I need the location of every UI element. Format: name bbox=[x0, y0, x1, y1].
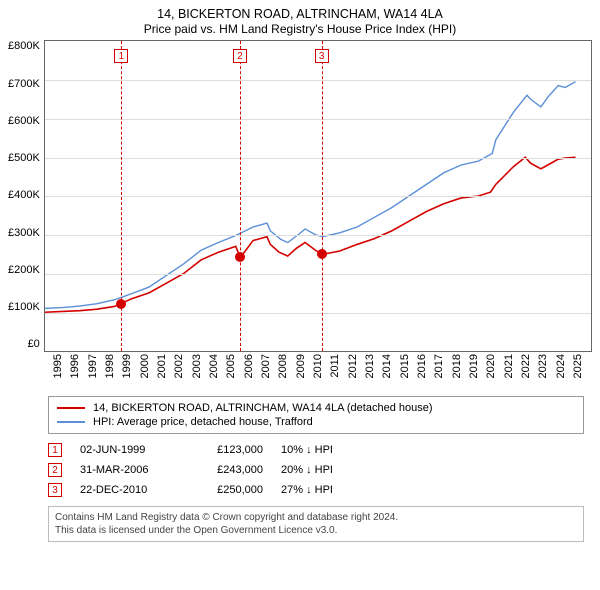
x-tick-label: 2021 bbox=[503, 354, 515, 378]
event-line bbox=[240, 41, 241, 351]
event-row-marker: 1 bbox=[48, 443, 62, 457]
x-tick-label: 2007 bbox=[260, 354, 272, 378]
event-row-marker: 2 bbox=[48, 463, 62, 477]
x-tick-label: 2015 bbox=[399, 354, 411, 378]
plot-area: 1 2 3 bbox=[44, 40, 592, 352]
event-line bbox=[322, 41, 323, 351]
y-tick-label: £300K bbox=[8, 227, 40, 239]
event-price: £250,000 bbox=[193, 484, 263, 496]
chart-subtitle: Price paid vs. HM Land Registry's House … bbox=[8, 22, 592, 36]
x-tick-label: 2024 bbox=[555, 354, 567, 378]
gridline bbox=[45, 196, 591, 197]
y-tick-label: £0 bbox=[28, 338, 40, 350]
x-axis-labels: 1995 1996 1997 1998 1999 2000 2001 2002 2003 2004… bbox=[48, 352, 592, 392]
y-tick-label: £100K bbox=[8, 301, 40, 313]
event-row: 1 02-JUN-1999 £123,000 10% ↓ HPI bbox=[48, 440, 584, 460]
event-pct: 20% ↓ HPI bbox=[281, 464, 371, 476]
y-tick-label: £400K bbox=[8, 189, 40, 201]
gridline bbox=[45, 235, 591, 236]
x-tick-label: 2020 bbox=[485, 354, 497, 378]
x-tick-label: 2003 bbox=[191, 354, 203, 378]
x-tick-label: 2001 bbox=[156, 354, 168, 378]
event-dot bbox=[116, 299, 126, 309]
legend-label: 14, BICKERTON ROAD, ALTRINCHAM, WA14 4LA… bbox=[93, 402, 433, 414]
gridline bbox=[45, 80, 591, 81]
legend-swatch bbox=[57, 407, 85, 409]
gridline bbox=[45, 313, 591, 314]
x-tick-label: 2025 bbox=[572, 354, 584, 378]
y-tick-label: £200K bbox=[8, 264, 40, 276]
x-tick-label: 2005 bbox=[225, 354, 237, 378]
x-tick-label: 1996 bbox=[69, 354, 81, 378]
x-tick-label: 2012 bbox=[347, 354, 359, 378]
x-tick-label: 2009 bbox=[295, 354, 307, 378]
x-tick-label: 2010 bbox=[312, 354, 324, 378]
event-date: 31-MAR-2006 bbox=[80, 464, 175, 476]
gridline bbox=[45, 119, 591, 120]
x-tick-label: 2008 bbox=[277, 354, 289, 378]
x-tick-label: 2006 bbox=[243, 354, 255, 378]
x-tick-label: 2014 bbox=[381, 354, 393, 378]
x-tick-label: 2000 bbox=[139, 354, 151, 378]
y-tick-label: £500K bbox=[8, 152, 40, 164]
x-tick-label: 1999 bbox=[121, 354, 133, 378]
x-tick-label: 1998 bbox=[104, 354, 116, 378]
event-marker-box: 2 bbox=[233, 49, 247, 63]
footer-line-2: This data is licensed under the Open Gov… bbox=[55, 524, 577, 537]
legend: 14, BICKERTON ROAD, ALTRINCHAM, WA14 4LA… bbox=[48, 396, 584, 434]
events-table: 1 02-JUN-1999 £123,000 10% ↓ HPI 2 31-MAR-200… bbox=[48, 440, 584, 500]
x-tick-label: 2004 bbox=[208, 354, 220, 378]
x-tick-label: 2016 bbox=[416, 354, 428, 378]
x-tick-label: 1997 bbox=[87, 354, 99, 378]
event-date: 02-JUN-1999 bbox=[80, 444, 175, 456]
y-tick-label: £700K bbox=[8, 78, 40, 90]
x-tick-label: 2002 bbox=[173, 354, 185, 378]
event-pct: 27% ↓ HPI bbox=[281, 484, 371, 496]
chart-title: 14, BICKERTON ROAD, ALTRINCHAM, WA14 4LA bbox=[8, 6, 592, 22]
event-date: 22-DEC-2010 bbox=[80, 484, 175, 496]
gridline bbox=[45, 274, 591, 275]
event-row: 2 31-MAR-2006 £243,000 20% ↓ HPI bbox=[48, 460, 584, 480]
x-tick-label: 2023 bbox=[537, 354, 549, 378]
legend-row: 14, BICKERTON ROAD, ALTRINCHAM, WA14 4LA… bbox=[57, 401, 575, 415]
gridline bbox=[45, 158, 591, 159]
y-tick-label: £800K bbox=[8, 40, 40, 52]
event-pct: 10% ↓ HPI bbox=[281, 444, 371, 456]
x-tick-label: 2011 bbox=[329, 354, 341, 378]
y-tick-label: £600K bbox=[8, 115, 40, 127]
event-marker-box: 1 bbox=[114, 49, 128, 63]
event-marker-box: 3 bbox=[315, 49, 329, 63]
legend-swatch bbox=[57, 421, 85, 423]
chart-body: £800K £700K £600K £500K £400K £300K £200K £100K… bbox=[8, 40, 592, 352]
x-tick-label: 1995 bbox=[52, 354, 64, 378]
chart-container: 14, BICKERTON ROAD, ALTRINCHAM, WA14 4LA… bbox=[0, 0, 600, 590]
event-dot bbox=[235, 252, 245, 262]
event-price: £123,000 bbox=[193, 444, 263, 456]
footer-line-1: Contains HM Land Registry data © Crown c… bbox=[55, 511, 577, 524]
x-tick-label: 2019 bbox=[468, 354, 480, 378]
x-tick-label: 2017 bbox=[433, 354, 445, 378]
event-row-marker: 3 bbox=[48, 483, 62, 497]
y-axis-labels: £800K £700K £600K £500K £400K £300K £200K £100K… bbox=[8, 40, 44, 350]
legend-label: HPI: Average price, detached house, Traf… bbox=[93, 416, 313, 428]
x-tick-label: 2022 bbox=[520, 354, 532, 378]
legend-row: HPI: Average price, detached house, Traf… bbox=[57, 415, 575, 429]
event-dot bbox=[317, 249, 327, 259]
event-price: £243,000 bbox=[193, 464, 263, 476]
footer: Contains HM Land Registry data © Crown c… bbox=[48, 506, 584, 542]
x-tick-label: 2013 bbox=[364, 354, 376, 378]
event-row: 3 22-DEC-2010 £250,000 27% ↓ HPI bbox=[48, 480, 584, 500]
x-tick-label: 2018 bbox=[451, 354, 463, 378]
